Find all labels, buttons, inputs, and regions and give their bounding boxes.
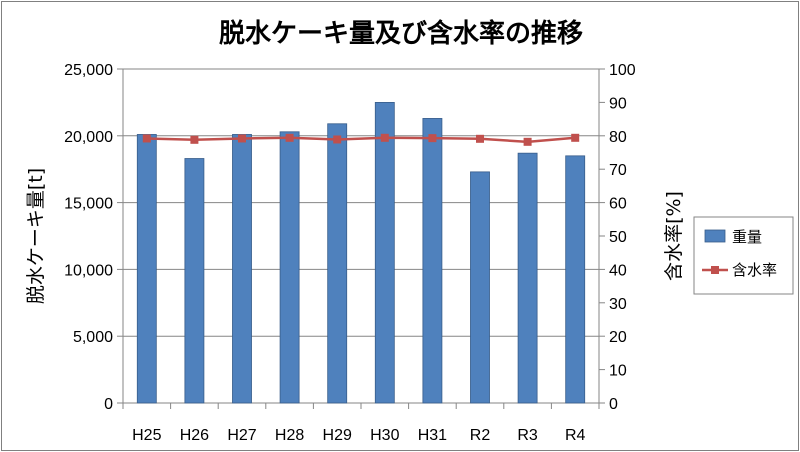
x-axis-ticks: H25 H26 H27 H28 H29 H30 H31 R2 R3 R4 xyxy=(122,403,600,444)
right-axis-title: 含水率[%] xyxy=(663,191,685,281)
x-tick-label: H30 xyxy=(370,427,399,444)
x-tick-label: H31 xyxy=(418,427,447,444)
right-tick-label: 50 xyxy=(609,229,627,246)
left-tick-label: 5,000 xyxy=(73,329,113,346)
moisture-point-H27 xyxy=(238,134,246,143)
moisture-point-H29 xyxy=(333,135,342,144)
x-tick-label: R4 xyxy=(565,427,586,444)
x-tick-label: R2 xyxy=(470,427,491,444)
moisture-point-R4 xyxy=(571,133,580,142)
right-tick-label: 70 xyxy=(609,162,627,179)
moisture-point-H25 xyxy=(142,134,151,143)
bar-H30 xyxy=(374,102,395,404)
left-tick-label: 15,000 xyxy=(64,196,113,213)
x-tick-label: H28 xyxy=(275,427,304,444)
x-tick-label: R3 xyxy=(517,427,538,444)
moisture-point-R2 xyxy=(476,134,484,143)
moisture-point-H30 xyxy=(380,133,389,142)
right-tick-label: 90 xyxy=(609,95,627,112)
left-tick-label: 20,000 xyxy=(64,129,113,146)
right-tick-label: 100 xyxy=(609,62,636,79)
bar-R2 xyxy=(470,171,490,404)
chart-title: 脱水ケーキ量及び含水率の推移 xyxy=(219,18,583,49)
moisture-point-H31 xyxy=(428,134,437,143)
line-series xyxy=(142,133,580,146)
right-tick-label: 40 xyxy=(609,262,627,279)
x-tick-label: H26 xyxy=(180,427,209,444)
legend: 重量 含水率 xyxy=(693,216,794,295)
bar-R3 xyxy=(517,152,538,404)
right-tick-label: 0 xyxy=(609,396,618,413)
left-tick-label: 25,000 xyxy=(64,62,113,79)
left-tick-label: 0 xyxy=(104,396,113,413)
bar-H27 xyxy=(232,134,252,404)
bar-H26 xyxy=(184,158,205,404)
bar-series xyxy=(136,102,586,404)
bar-H31 xyxy=(422,118,443,404)
moisture-point-R3 xyxy=(523,137,532,146)
moisture-point-H28 xyxy=(285,133,294,142)
right-tick-label: 20 xyxy=(609,329,627,346)
right-tick-label: 10 xyxy=(609,363,627,380)
right-tick-label: 60 xyxy=(609,196,627,213)
moisture-point-H26 xyxy=(190,135,199,144)
right-axis-ticks: 0 10 20 30 40 50 60 70 80 90 100 xyxy=(599,62,636,413)
right-tick-label: 80 xyxy=(609,129,627,146)
x-tick-label: H25 xyxy=(132,427,161,444)
legend-label-weight: 重量 xyxy=(732,228,762,246)
legend-line-marker xyxy=(711,266,719,274)
legend-bar-swatch xyxy=(704,229,726,243)
bar-H25 xyxy=(136,134,157,404)
bar-H28 xyxy=(279,131,300,404)
legend-label-moisture: 含水率 xyxy=(732,261,777,279)
x-tick-label: H29 xyxy=(323,427,352,444)
right-tick-label: 30 xyxy=(609,296,627,313)
moisture-line xyxy=(146,136,576,144)
left-axis-title: 脱水ケーキ量[t] xyxy=(25,168,47,304)
bar-H29 xyxy=(327,123,348,404)
left-tick-label: 10,000 xyxy=(64,262,113,279)
x-tick-label: H27 xyxy=(227,427,256,444)
bar-R4 xyxy=(565,155,586,404)
left-axis-ticks: 0 5,000 10,000 15,000 20,000 25,000 xyxy=(64,62,123,413)
